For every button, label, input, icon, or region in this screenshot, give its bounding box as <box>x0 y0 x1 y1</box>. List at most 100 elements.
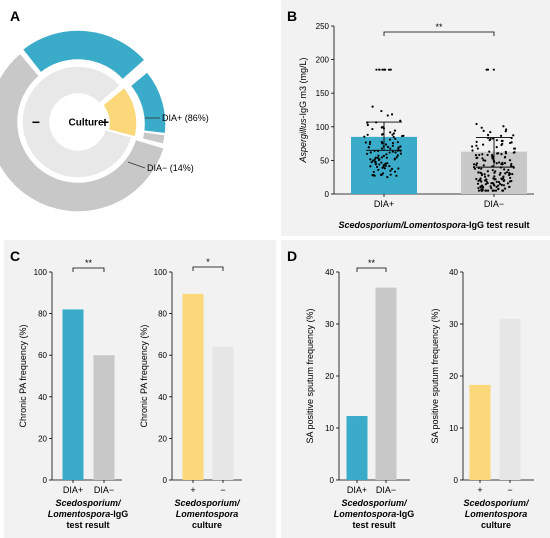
x-axis-label-line: test result <box>352 520 395 530</box>
data-point <box>509 176 512 180</box>
x-tick-label: DIA+ <box>347 485 367 495</box>
data-point <box>366 123 369 127</box>
data-point <box>489 185 492 188</box>
data-point <box>484 183 487 186</box>
data-point <box>380 161 383 164</box>
data-point <box>385 156 388 159</box>
data-point <box>500 177 503 180</box>
data-point <box>511 172 514 176</box>
data-point <box>501 142 504 145</box>
data-point <box>395 174 398 177</box>
y-tick-label: 0 <box>454 476 459 485</box>
data-point <box>502 125 505 128</box>
x-tick-label: DIA− <box>376 485 396 495</box>
y-tick-label: 20 <box>449 372 458 381</box>
x-axis-label-line: Scedosporium/ <box>55 498 122 508</box>
data-point <box>483 173 486 176</box>
x-axis-label-line: culture <box>481 520 511 530</box>
x-axis-label-line: test result <box>66 520 109 530</box>
data-point <box>475 163 478 167</box>
data-point <box>374 160 377 163</box>
data-point <box>365 152 369 155</box>
data-point <box>386 145 390 148</box>
data-point <box>479 186 482 189</box>
sunburst-label-culture-pos: + <box>101 114 109 130</box>
data-point <box>497 184 500 187</box>
significance-bracket <box>192 266 224 271</box>
data-point <box>484 175 487 178</box>
data-point <box>513 147 517 150</box>
data-point <box>402 134 405 137</box>
data-point <box>366 133 369 136</box>
data-point <box>512 165 515 168</box>
data-point <box>499 171 502 175</box>
y-tick-label: 60 <box>38 351 47 360</box>
y-tick-label: 30 <box>449 320 458 329</box>
data-point <box>381 68 384 71</box>
data-point <box>386 176 389 179</box>
data-point <box>397 146 400 149</box>
data-point <box>494 189 498 192</box>
data-point <box>474 154 478 157</box>
data-point <box>379 173 383 176</box>
data-point <box>475 177 478 181</box>
data-point <box>501 139 504 143</box>
data-point <box>394 137 397 141</box>
data-point <box>486 170 489 173</box>
x-axis-label: Scedosporium/Lomentospora-IgG test resul… <box>338 220 529 230</box>
y-tick-label: 100 <box>34 268 48 277</box>
data-point <box>492 68 495 71</box>
data-point <box>368 142 371 146</box>
y-tick-label: 0 <box>330 476 335 485</box>
data-point <box>394 151 397 154</box>
x-tick-label: + <box>190 485 195 495</box>
data-point <box>475 144 478 147</box>
data-point <box>500 163 503 166</box>
data-point <box>504 130 507 133</box>
data-point <box>382 154 385 157</box>
data-point <box>499 134 503 137</box>
data-point <box>502 184 506 187</box>
data-point <box>489 130 492 134</box>
y-tick-label: 40 <box>38 393 47 402</box>
y-axis-label: SA positive sputum frequency (%) <box>305 308 315 443</box>
data-point <box>484 159 487 162</box>
chart-c1: 0 20 40 60 80 100 Chronic PA frequency (%) DIA+… <box>18 258 128 530</box>
data-point <box>503 168 506 171</box>
data-point <box>389 147 392 150</box>
y-tick-label: 80 <box>158 310 167 319</box>
data-point <box>395 156 398 159</box>
data-point <box>377 154 380 157</box>
data-point <box>486 153 489 157</box>
data-point <box>477 186 480 190</box>
data-point <box>505 128 508 131</box>
data-point <box>508 159 512 162</box>
data-point <box>512 134 515 137</box>
data-point <box>471 149 474 152</box>
x-tick-label: − <box>220 485 225 495</box>
data-point <box>475 122 478 126</box>
x-axis-label-line: Scedosporium/ <box>174 498 241 508</box>
data-point <box>393 158 396 161</box>
y-axis-label: Aspergillus-IgG m3 (mg/L) <box>298 57 308 163</box>
data-point <box>377 158 381 162</box>
data-point <box>502 176 505 180</box>
panel-letter-c: C <box>10 248 21 264</box>
data-point <box>399 152 403 155</box>
significance-label: ** <box>368 258 376 268</box>
data-point <box>372 170 375 174</box>
data-point <box>509 141 512 145</box>
data-point <box>480 188 483 191</box>
y-tick-label: 40 <box>158 393 167 402</box>
sunburst-leader-dia-neg <box>127 161 146 169</box>
significance-bracket <box>383 31 495 36</box>
data-point <box>376 156 379 159</box>
data-point <box>380 140 383 144</box>
data-point <box>490 182 493 185</box>
data-point <box>386 162 389 165</box>
data-point <box>389 173 392 176</box>
x-tick-label: DIA+ <box>374 199 394 209</box>
data-point <box>488 150 491 153</box>
data-point <box>476 147 479 150</box>
data-point <box>507 168 510 172</box>
